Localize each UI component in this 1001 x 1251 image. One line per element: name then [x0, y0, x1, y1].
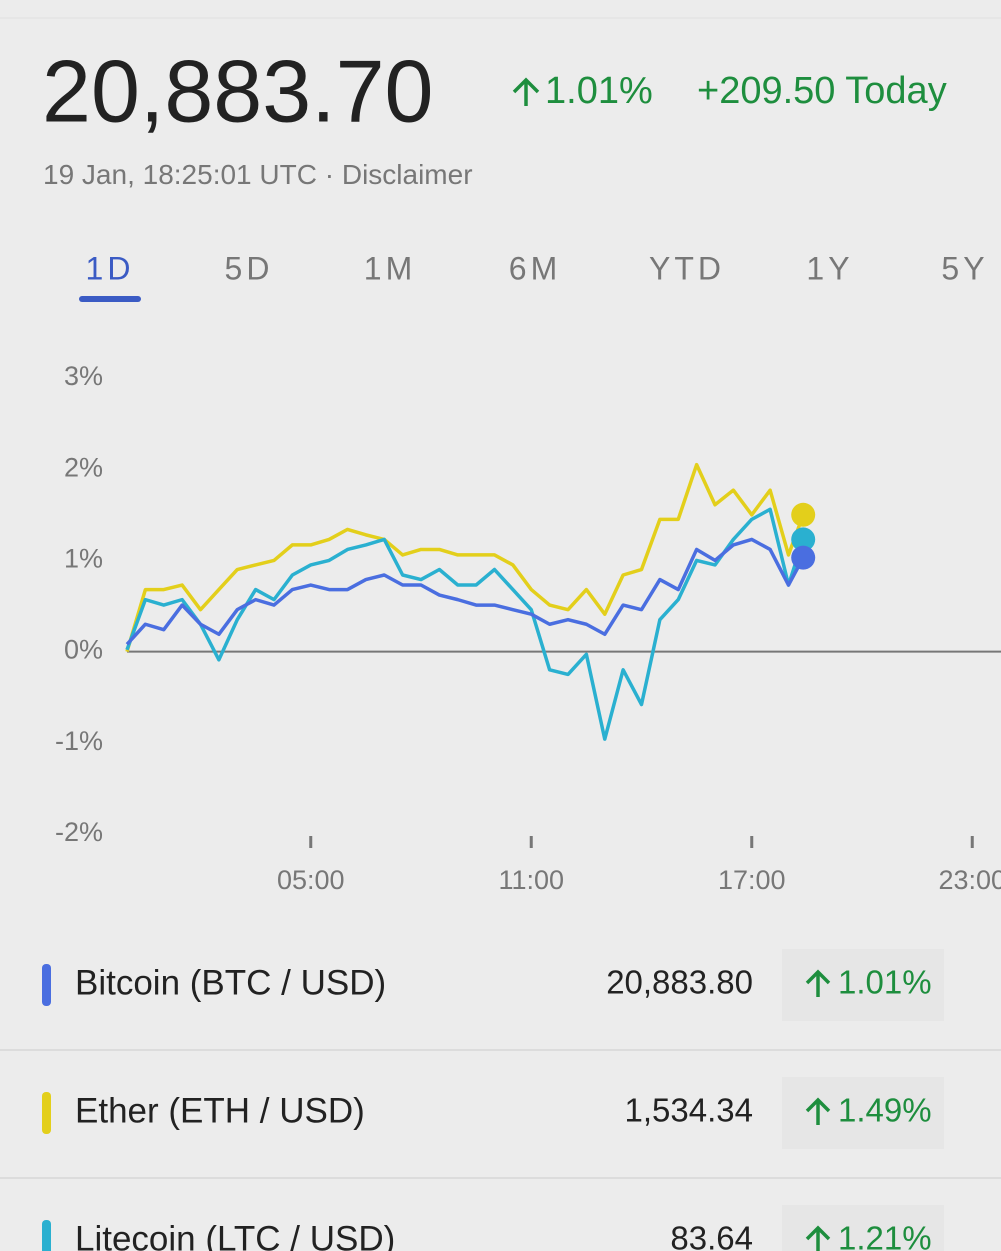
x-tick-label: 23:00: [938, 865, 1001, 895]
row-color-bar: [42, 1220, 51, 1251]
y-tick-label: 2%: [64, 452, 103, 482]
tab[interactable]: 1Y: [806, 250, 853, 286]
separator: ·: [325, 159, 334, 190]
row-price: 83.64: [670, 1220, 753, 1251]
x-tick-label: 05:00: [277, 865, 345, 895]
tab-underline: [79, 296, 141, 302]
end-dot: [791, 527, 816, 552]
change-chip: [782, 949, 944, 1021]
row-change: 1.49%: [838, 1092, 932, 1129]
change-today: +209.50 Today: [697, 70, 947, 112]
change-percent: 1.01%: [545, 70, 653, 112]
row-change: 1.21%: [838, 1220, 932, 1251]
series-line: [125, 507, 805, 741]
tab[interactable]: 6M: [509, 250, 561, 286]
row-name[interactable]: Bitcoin (BTC / USD): [75, 963, 386, 1002]
up-arrow: [512, 77, 540, 106]
tab[interactable]: 5D: [225, 250, 274, 286]
change-chip: [782, 1077, 944, 1149]
row-name[interactable]: Ether (ETH / USD): [75, 1091, 365, 1130]
up-arrow: [805, 969, 831, 997]
row-color-bar: [42, 1092, 51, 1134]
tab[interactable]: YTD: [649, 250, 725, 286]
disclaimer[interactable]: Disclaimer: [342, 159, 473, 190]
tab[interactable]: 1M: [364, 250, 416, 286]
up-arrow: [805, 1225, 831, 1251]
subtitle: 19 Jan, 18:25:01 UTC · Disclaimer: [43, 159, 473, 190]
row-price: 20,883.80: [606, 964, 753, 1001]
tab[interactable]: 5Y: [941, 250, 988, 286]
y-tick-label: 1%: [64, 544, 103, 574]
y-tick-label: 3%: [64, 361, 103, 391]
x-tick-label: 11:00: [498, 865, 564, 895]
timestamp: 19 Jan, 18:25:01 UTC: [43, 159, 317, 190]
y-tick-label: -2%: [55, 817, 103, 847]
row-name[interactable]: Litecoin (LTC / USD): [75, 1219, 395, 1251]
end-dot: [791, 545, 816, 570]
x-tick-label: 17:00: [718, 865, 786, 895]
tab[interactable]: 1D: [86, 250, 135, 286]
change-chip: [782, 1205, 944, 1251]
row-color-bar: [42, 964, 51, 1006]
series-line: [125, 537, 805, 646]
up-arrow: [805, 1097, 831, 1125]
price: 20,883.70: [42, 41, 434, 140]
y-tick-label: 0%: [64, 635, 103, 665]
row-price: 1,534.34: [625, 1092, 753, 1129]
row-change: 1.01%: [838, 964, 932, 1001]
end-dot: [791, 502, 816, 527]
series-line: [125, 462, 805, 653]
y-tick-label: -1%: [55, 726, 103, 756]
